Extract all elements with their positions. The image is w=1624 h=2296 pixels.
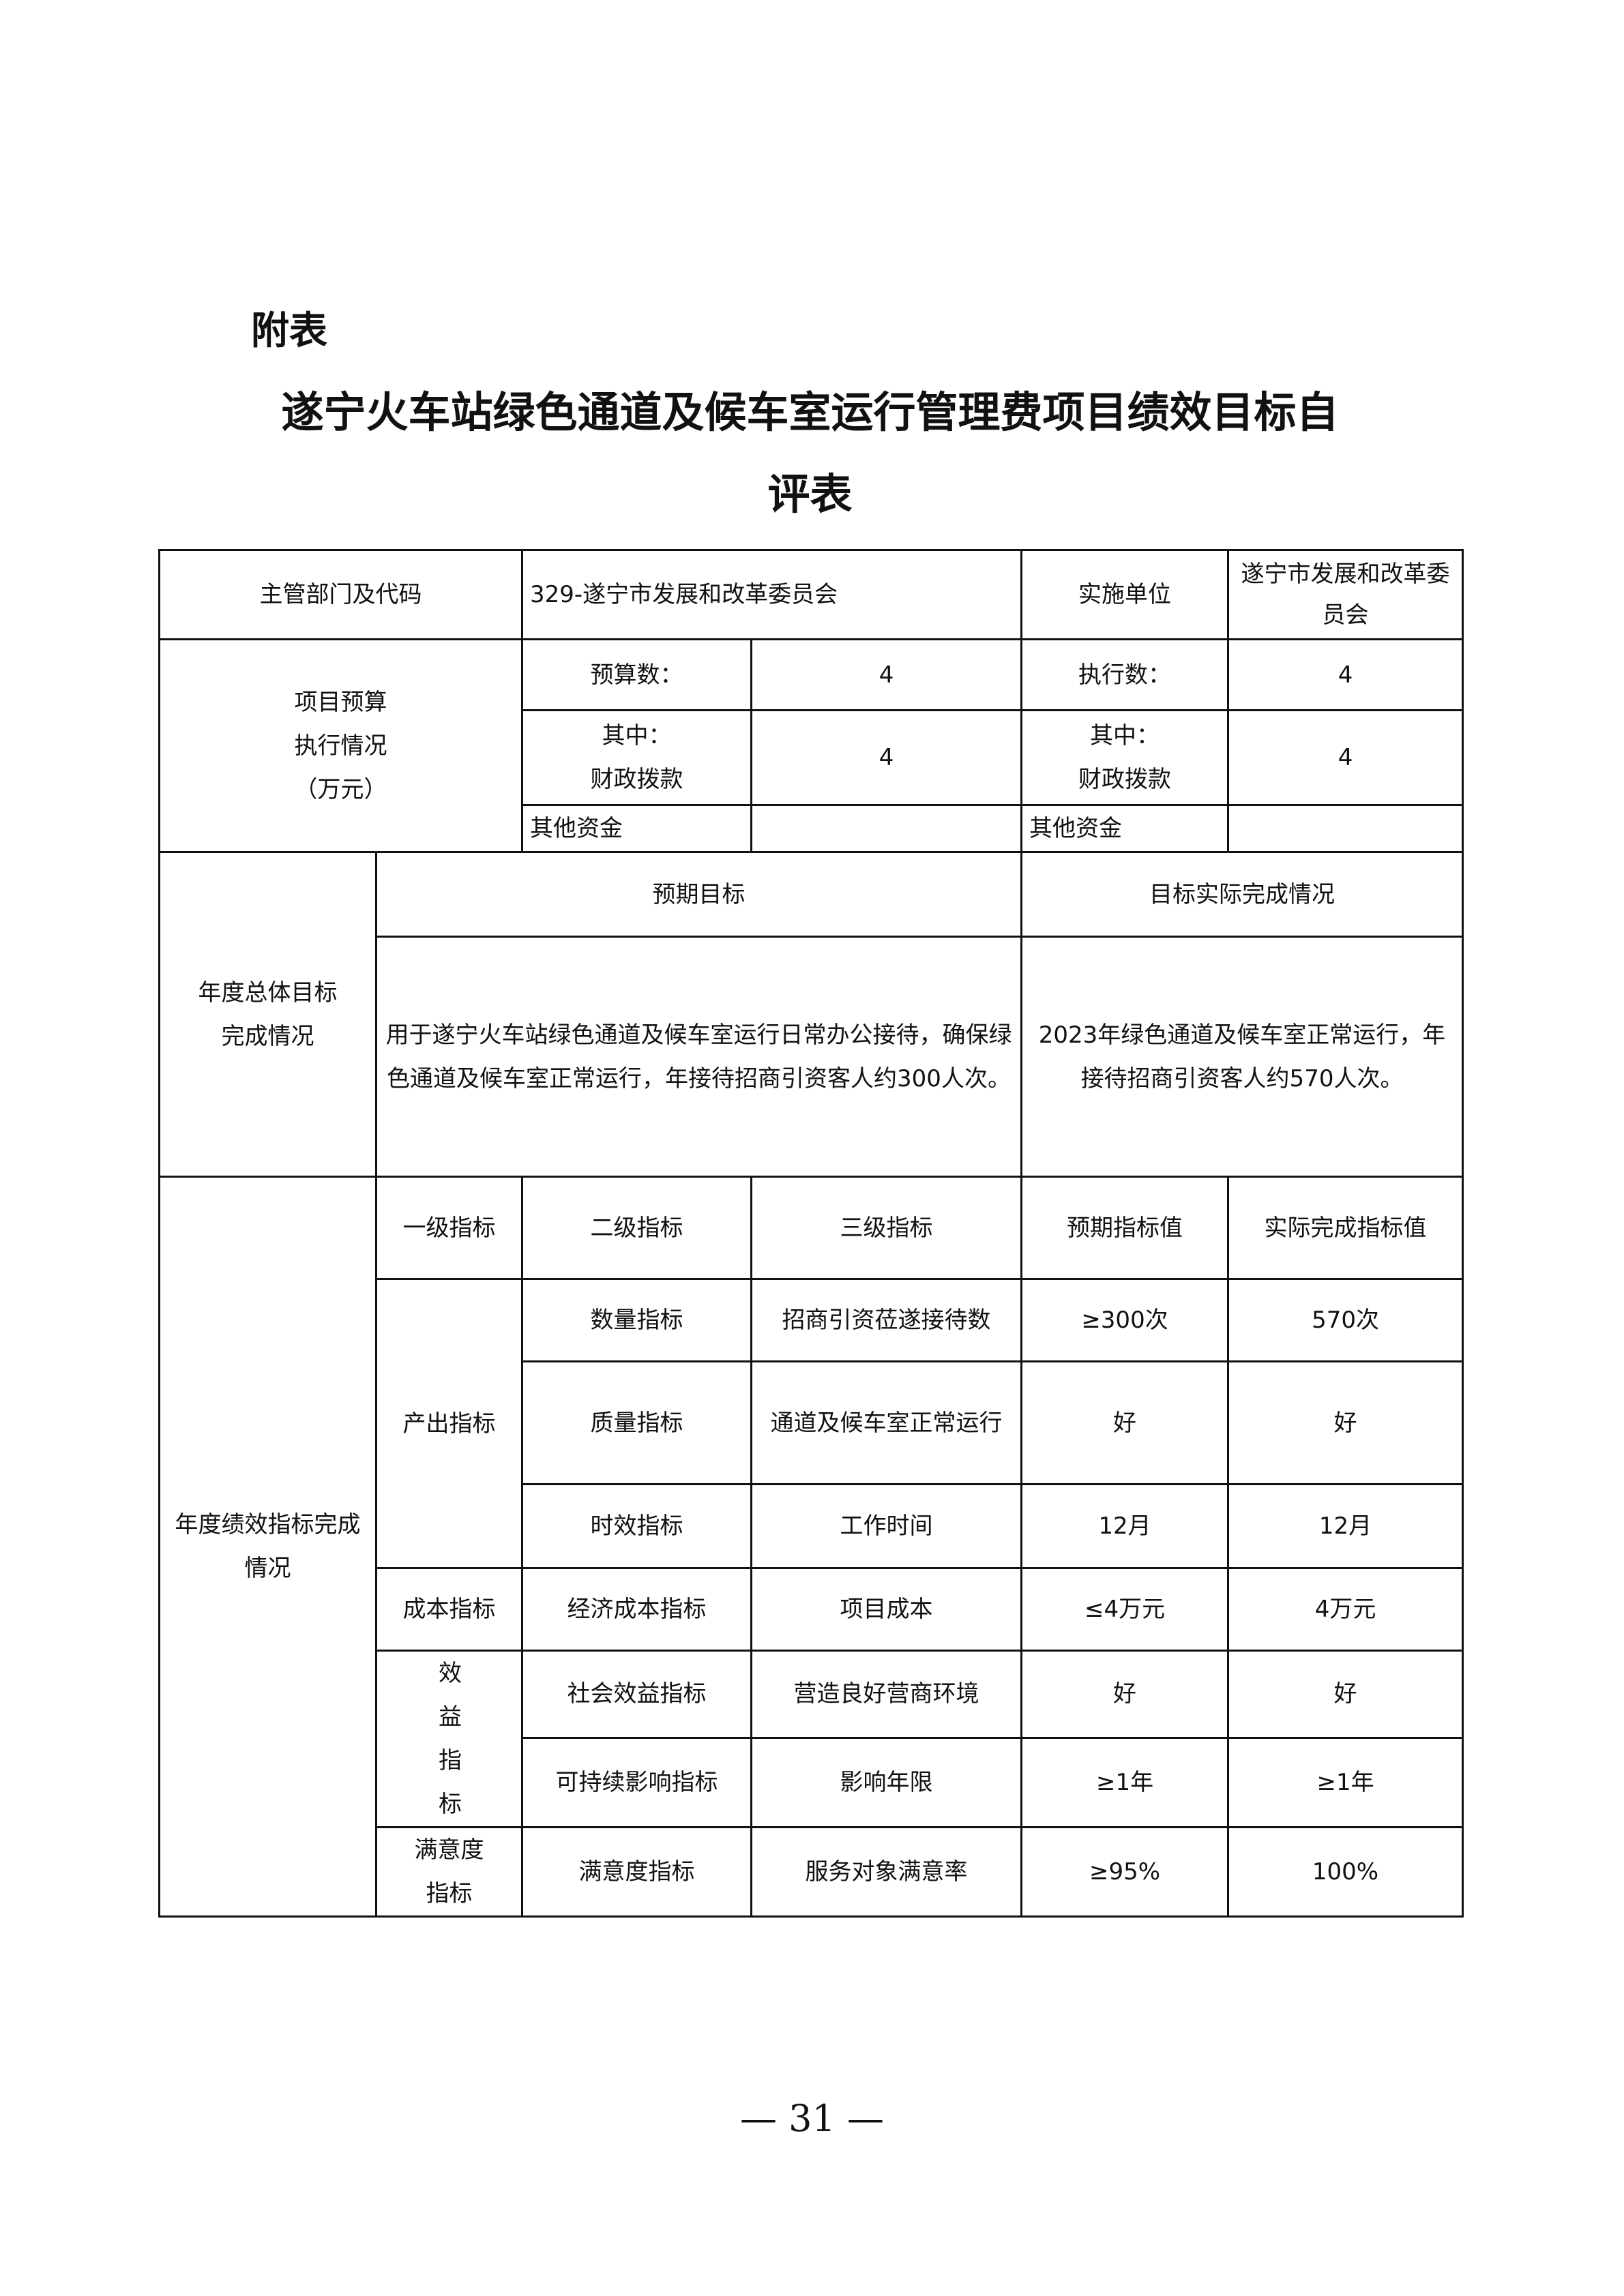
dept-label: 主管部门及代码 (158, 549, 523, 640)
actual-value: 好 (1227, 1650, 1464, 1739)
actual-goal-text: 2023年绿色通道及候车室正常运行，年接待招商引资客人约570人次。 (1020, 936, 1464, 1178)
actual-value: 100% (1227, 1826, 1464, 1918)
page-title: 遂宁火车站绿色通道及候车室运行管理费项目绩效目标自 评表 (158, 372, 1462, 535)
l2: 可持续影响指标 (521, 1736, 752, 1829)
expected-goal-header: 预期目标 (374, 851, 1023, 938)
expected-value: 好 (1020, 1650, 1230, 1739)
dept-value: 329-遂宁市发展和改革委员会 (520, 549, 1023, 640)
l2: 时效指标 (521, 1483, 752, 1569)
fiscal-exec-value: 4 (1227, 709, 1464, 806)
header-l3: 三级指标 (750, 1176, 1023, 1280)
expected-goal-text: 用于遂宁火车站绿色通道及候车室运行日常办公接待，确保绿色通道及候车室正常运行，年… (374, 936, 1023, 1178)
l1-benefit: 效益指标 (375, 1650, 523, 1828)
l3: 工作时间 (750, 1483, 1023, 1569)
exec-amount-label: 执行数： (1020, 638, 1230, 711)
actual-goal-header: 目标实际完成情况 (1020, 851, 1464, 938)
budget-label-line: （万元） (294, 775, 387, 803)
l3: 项目成本 (750, 1567, 1023, 1652)
goal-label-line: 完成情况 (221, 1022, 314, 1050)
l1-satisfaction: 满意度指标 (375, 1826, 523, 1918)
actual-value: 4万元 (1227, 1567, 1464, 1652)
fiscal-line: 财政拨款 (590, 766, 683, 793)
l3: 营造良好营商环境 (750, 1650, 1023, 1739)
header-l1: 一级指标 (375, 1176, 523, 1280)
header-expected: 预期指标值 (1020, 1176, 1230, 1280)
fiscal-line: 其中： (602, 722, 672, 749)
expected-value: ≤4万元 (1020, 1567, 1230, 1652)
appendix-label: 附表 (251, 309, 327, 353)
page-number: — 31 — (739, 2097, 885, 2140)
l2: 经济成本指标 (521, 1567, 752, 1652)
title-line-1: 遂宁火车站绿色通道及候车室运行管理费项目绩效目标自 (281, 387, 1339, 437)
goal-label: 年度总体目标 完成情况 (158, 851, 377, 1178)
exec-amount-value: 4 (1227, 638, 1464, 711)
l3: 通道及候车室正常运行 (750, 1360, 1023, 1485)
l3: 影响年限 (750, 1736, 1023, 1829)
title-line-2: 评表 (767, 469, 853, 519)
goal-label-line: 年度总体目标 (198, 979, 338, 1007)
impl-value: 遂宁市发展和改革委员会 (1227, 549, 1464, 640)
l1-output: 产出指标 (375, 1278, 523, 1569)
expected-value: ≥1年 (1020, 1736, 1230, 1829)
actual-value: 12月 (1227, 1483, 1464, 1569)
budget-amount-label: 预算数： (521, 638, 752, 711)
other-budget-value (750, 804, 1023, 853)
l3: 服务对象满意率 (750, 1826, 1023, 1918)
actual-value: ≥1年 (1227, 1736, 1464, 1829)
l2: 满意度指标 (521, 1826, 752, 1918)
budget-label: 项目预算 执行情况 （万元） (158, 638, 523, 853)
actual-value: 570次 (1227, 1278, 1464, 1362)
l1-cost: 成本指标 (375, 1567, 523, 1652)
budget-label-line: 执行情况 (294, 732, 387, 760)
perf-label: 年度绩效指标完成情况 (158, 1176, 377, 1918)
fiscal-line: 财政拨款 (1078, 766, 1172, 793)
l2: 质量指标 (521, 1360, 752, 1485)
fiscal-budget-label: 其中： 财政拨款 (521, 709, 752, 806)
expected-value: 好 (1020, 1360, 1230, 1485)
l2: 数量指标 (521, 1278, 752, 1362)
expected-value: ≥300次 (1020, 1278, 1230, 1362)
impl-label: 实施单位 (1020, 549, 1230, 640)
budget-amount-value: 4 (750, 638, 1023, 711)
other-budget-label: 其他资金 (521, 804, 752, 853)
l2: 社会效益指标 (521, 1650, 752, 1739)
header-actual: 实际完成指标值 (1227, 1176, 1464, 1280)
fiscal-line: 其中： (1090, 722, 1160, 749)
fiscal-budget-value: 4 (750, 709, 1023, 806)
actual-value: 好 (1227, 1360, 1464, 1485)
l3: 招商引资莅遂接待数 (750, 1278, 1023, 1362)
expected-value: 12月 (1020, 1483, 1230, 1569)
other-exec-label: 其他资金 (1020, 804, 1230, 853)
other-exec-value (1227, 804, 1464, 853)
expected-value: ≥95% (1020, 1826, 1230, 1918)
fiscal-exec-label: 其中： 财政拨款 (1020, 709, 1230, 806)
header-l2: 二级指标 (521, 1176, 752, 1280)
evaluation-table: 主管部门及代码 329-遂宁市发展和改革委员会 实施单位 遂宁市发展和改革委员会… (158, 549, 1464, 1918)
budget-label-line: 项目预算 (294, 688, 387, 716)
